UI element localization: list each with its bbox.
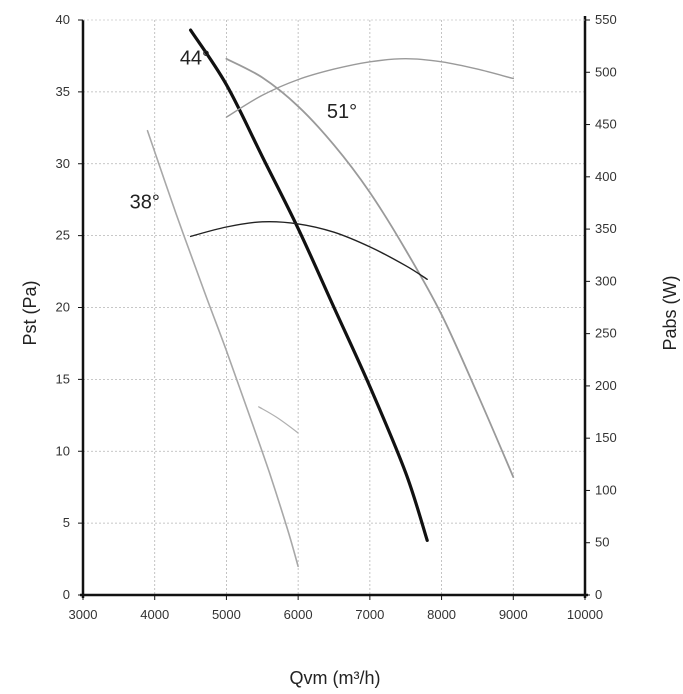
series-line-1 [189,28,429,542]
y2-tick-label: 150 [595,430,617,445]
x-tick-label: 5000 [212,607,241,622]
y2-tick-label: 200 [595,378,617,393]
x-tick-label: 10000 [567,607,603,622]
x-tick-label: 6000 [284,607,313,622]
y-tick-label: 5 [63,515,70,530]
x-tick-label: 7000 [355,607,384,622]
x-tick-label: 3000 [69,607,98,622]
y-tick-label: 0 [63,587,70,602]
curve-label: 38° [130,191,160,213]
y2-axis-title: Pabs (W) [660,275,680,350]
y-tick-label: 10 [56,443,70,458]
y2-tick-label: 450 [595,117,617,132]
series-line-3 [258,406,299,434]
y-tick-label: 25 [56,228,70,243]
y2-tick-label: 350 [595,221,617,236]
x-tick-label: 4000 [140,607,169,622]
series-line-4 [189,220,428,280]
y-tick-label: 20 [56,300,70,315]
curve-label: 51° [327,101,357,123]
y2-tick-label: 300 [595,273,617,288]
y-tick-label: 35 [56,84,70,99]
y-tick-label: 15 [56,371,70,386]
tick-labels: 3000 4000 5000 6000 7000 8000 9000 100000510152… [56,12,617,622]
y2-tick-label: 100 [595,482,617,497]
x-axis-title: Qvm (m³/h) [290,668,381,688]
x-tick-label: 9000 [499,607,528,622]
y-tick-label: 40 [56,12,70,27]
y2-tick-label: 550 [595,12,617,27]
x-tick-label: 8000 [427,607,456,622]
y-tick-label: 30 [56,156,70,171]
y-axis-title: Pst (Pa) [20,280,40,345]
y2-tick-label: 50 [595,535,609,550]
y2-tick-label: 250 [595,326,617,341]
series-line-0 [146,129,299,568]
y2-tick-label: 400 [595,169,617,184]
y2-tick-label: 500 [595,64,617,79]
curves [146,28,515,568]
axes-frame [78,16,590,600]
curve-label: 44° [180,48,210,70]
curve-labels: 44° 51° 38° [130,48,357,214]
y2-tick-label: 0 [595,587,602,602]
series-line-5 [225,58,514,118]
